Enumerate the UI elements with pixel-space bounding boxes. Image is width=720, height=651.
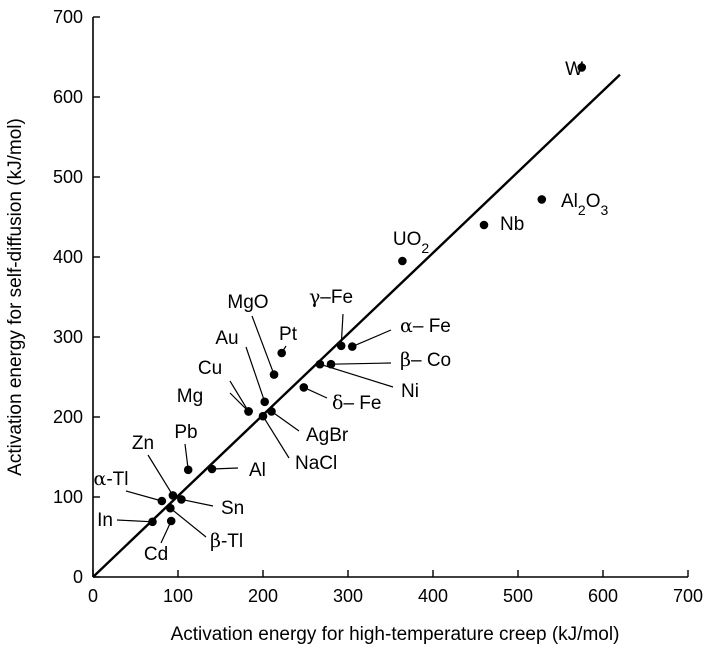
label-leader-line bbox=[245, 346, 266, 402]
points-layer bbox=[148, 63, 587, 527]
y-tick-label: 400 bbox=[53, 247, 83, 267]
label-leader-line bbox=[251, 315, 275, 375]
point-label: Al2O3 bbox=[561, 191, 608, 218]
label-leader-line bbox=[352, 329, 392, 348]
label-leader-line bbox=[319, 363, 394, 388]
label-leader-line bbox=[184, 443, 189, 470]
ticks: 0 100 200 300 400 500 600 700 0 100 200 300 400 500 60… bbox=[53, 7, 703, 606]
point-label: Pt bbox=[279, 324, 298, 345]
point-label: α-Tl bbox=[94, 468, 129, 490]
label-leader-line bbox=[147, 454, 174, 496]
label-leader-line bbox=[271, 410, 300, 432]
x-axis-title: Activation energy for high-temperature c… bbox=[171, 624, 620, 645]
fit-line bbox=[92, 73, 621, 578]
label-leader-line bbox=[229, 392, 249, 412]
label-leader-line bbox=[169, 507, 207, 538]
x-tick-label: 700 bbox=[673, 586, 703, 606]
data-point bbox=[577, 63, 587, 72]
data-point bbox=[168, 491, 178, 500]
point-label: Al bbox=[249, 460, 266, 481]
point-label: NaCl bbox=[295, 453, 337, 474]
x-tick-label: 0 bbox=[88, 586, 98, 606]
label-leader-line bbox=[160, 520, 172, 544]
x-tick-label: 100 bbox=[163, 586, 193, 606]
point-label: MgO bbox=[227, 292, 268, 313]
label-leader-line bbox=[281, 345, 287, 354]
label-leader-line bbox=[340, 313, 344, 346]
point-label: AgBr bbox=[306, 425, 349, 446]
point-label: Nb bbox=[500, 214, 524, 235]
label-leader-line bbox=[229, 380, 250, 412]
x-tick-label: 500 bbox=[503, 586, 533, 606]
x-tick-label: 300 bbox=[333, 586, 363, 606]
label-leader-line bbox=[262, 415, 290, 459]
data-point bbox=[347, 342, 357, 351]
label-leader-line bbox=[181, 498, 214, 507]
data-point bbox=[398, 256, 407, 266]
labels-layer: W Al2O3 Nb UO2 γ–Fe α– Fe β– Co Ni δ– Fe Pt MgO Au A… bbox=[94, 59, 609, 565]
data-point bbox=[537, 195, 547, 204]
label-leader-line bbox=[211, 467, 239, 470]
point-label: Sn bbox=[221, 498, 244, 519]
point-label: W bbox=[565, 59, 583, 80]
label-leader-line bbox=[330, 362, 392, 365]
axes bbox=[92, 17, 688, 578]
y-tick-label: 600 bbox=[53, 87, 83, 107]
point-label: γ–Fe bbox=[309, 286, 353, 308]
point-label: Pb bbox=[174, 422, 197, 443]
point-label: β– Co bbox=[400, 349, 451, 371]
x-tick-label: 200 bbox=[248, 586, 278, 606]
x-tick-label: 600 bbox=[588, 586, 618, 606]
point-label: Cd bbox=[144, 544, 168, 565]
label-leader-line bbox=[303, 386, 328, 399]
point-label: α– Fe bbox=[400, 315, 451, 337]
point-label: Zn bbox=[132, 433, 154, 454]
point-label: β-Tl bbox=[210, 530, 243, 552]
point-label: Ni bbox=[401, 381, 419, 402]
data-point bbox=[269, 370, 279, 379]
y-tick-label: 300 bbox=[53, 327, 83, 347]
point-label: In bbox=[97, 510, 113, 531]
label-leader-line bbox=[125, 490, 163, 502]
point-label: Mg bbox=[177, 386, 203, 407]
point-label: δ– Fe bbox=[332, 392, 381, 414]
y-tick-label: 0 bbox=[73, 567, 83, 587]
y-axis-title: Activation energy for self-diffusion (kJ… bbox=[5, 118, 26, 476]
data-point bbox=[479, 220, 489, 230]
label-leader-line bbox=[116, 519, 153, 523]
point-label: UO2 bbox=[393, 229, 430, 256]
y-tick-label: 700 bbox=[53, 7, 83, 27]
x-tick-label: 400 bbox=[418, 586, 448, 606]
point-label: Cu bbox=[198, 358, 222, 379]
y-tick-label: 100 bbox=[53, 487, 83, 507]
fit-line-layer bbox=[92, 73, 621, 578]
y-tick-label: 200 bbox=[53, 407, 83, 427]
point-label: Au bbox=[215, 328, 238, 349]
y-tick-label: 500 bbox=[53, 167, 83, 187]
